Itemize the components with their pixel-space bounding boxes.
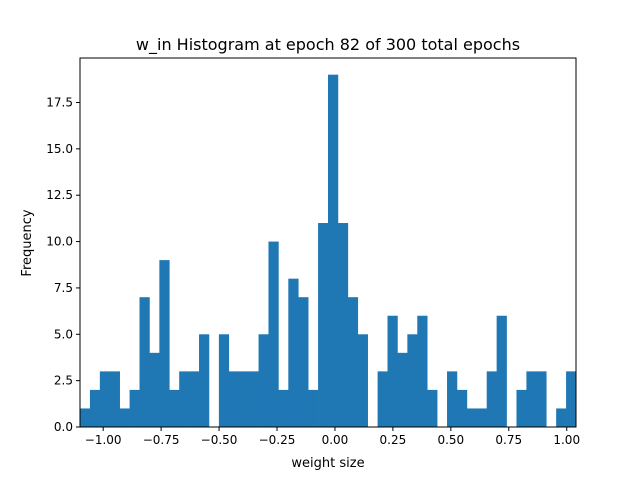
histogram-bar (556, 408, 567, 427)
x-tick-label: −0.50 (201, 433, 238, 447)
histogram-bar (308, 389, 319, 427)
y-tick-label: 17.5 (46, 96, 73, 110)
histogram-bar (318, 223, 329, 427)
histogram-bar (427, 389, 438, 427)
histogram-bar (199, 334, 210, 427)
y-tick-label: 15.0 (46, 142, 73, 156)
histogram-bar (447, 371, 458, 427)
histogram-bar (298, 297, 309, 427)
histogram-bar (248, 371, 259, 427)
histogram-bar (159, 260, 170, 427)
histogram-bar (99, 371, 111, 427)
y-tick-label: 2.5 (54, 374, 73, 388)
chart-title: w_in Histogram at epoch 82 of 300 total … (136, 35, 520, 55)
histogram-bar (238, 371, 249, 427)
x-tick-label: 0.75 (495, 433, 522, 447)
y-tick-label: 0.0 (54, 420, 73, 434)
histogram-bar (278, 389, 289, 427)
histogram-bar (119, 408, 130, 427)
histogram-bar (377, 371, 388, 427)
histogram-bar (89, 389, 101, 427)
y-tick-label: 10.0 (46, 235, 73, 249)
histogram-bar (407, 334, 418, 427)
x-tick-label: −1.00 (85, 433, 122, 447)
y-tick-label: 12.5 (46, 188, 73, 202)
histogram-bar (357, 334, 368, 427)
y-axis-ticks: 0.0 2.5 5.0 7.5 10.0 12.5 15.0 17.5 (46, 96, 80, 434)
histogram-bar (337, 223, 349, 427)
histogram-bar (268, 241, 279, 427)
histogram-bar (169, 389, 180, 427)
histogram-bar (328, 74, 339, 427)
x-axis-label: weight size (291, 456, 364, 471)
histogram-bar (417, 315, 428, 427)
histogram-bar (228, 371, 240, 427)
histogram-bar (536, 371, 547, 427)
x-tick-label: 0.00 (322, 433, 349, 447)
histogram-bar (486, 371, 497, 427)
histogram-bar (516, 389, 527, 427)
histogram-bar (129, 389, 140, 427)
x-axis-ticks: −1.00 −0.75 −0.50 −0.25 0.00 0.25 0.50 0.75 1.00 (85, 427, 580, 447)
x-tick-label: −0.25 (259, 433, 296, 447)
x-tick-label: 0.25 (380, 433, 407, 447)
histogram-bar (397, 352, 408, 427)
histogram-bar (179, 371, 190, 427)
x-tick-label: 1.00 (553, 433, 580, 447)
histogram-bar (139, 297, 150, 427)
histogram-bar (526, 371, 537, 427)
histogram-bar (80, 408, 91, 427)
x-tick-label: 0.50 (437, 433, 464, 447)
y-tick-label: 7.5 (54, 281, 73, 295)
bars-group (80, 74, 577, 427)
histogram-bar (466, 408, 478, 427)
axes-frame (79, 57, 577, 428)
histogram-bar (566, 371, 577, 427)
x-tick-label: −0.75 (143, 433, 180, 447)
y-tick-label: 5.0 (54, 327, 73, 341)
histogram-bar (189, 371, 200, 427)
histogram-bar (149, 352, 160, 427)
histogram-bar (387, 315, 398, 427)
histogram-bar (109, 371, 120, 427)
histogram-bar (456, 389, 468, 427)
histogram-bar (496, 315, 507, 427)
histogram-bar (476, 408, 488, 427)
histogram-bar (218, 334, 230, 427)
histogram-bar (258, 334, 269, 427)
y-axis-label: Frequency (20, 209, 35, 276)
histogram-bar (347, 297, 359, 427)
histogram-bar (288, 278, 299, 427)
